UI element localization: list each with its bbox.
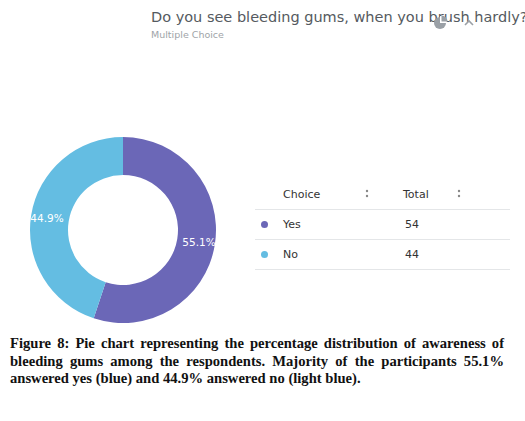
html-text:No: No [283,248,298,261]
html-text:Yes: Yes [283,218,301,231]
html-text:Figure 8: Pie chart representi: Figure 8: Pie chart representing the per… [10,335,504,386]
html-text:54: 54 [405,218,419,231]
html-text:Multiple Choice: Multiple Choice [151,29,224,40]
html-text:Total: Total [403,188,429,201]
svg-text:55.1%: 55.1% [182,236,215,248]
svg-text:44.9%: 44.9% [30,212,63,224]
html-text:44: 44 [405,248,419,261]
html-text:Choice: Choice [283,188,321,201]
